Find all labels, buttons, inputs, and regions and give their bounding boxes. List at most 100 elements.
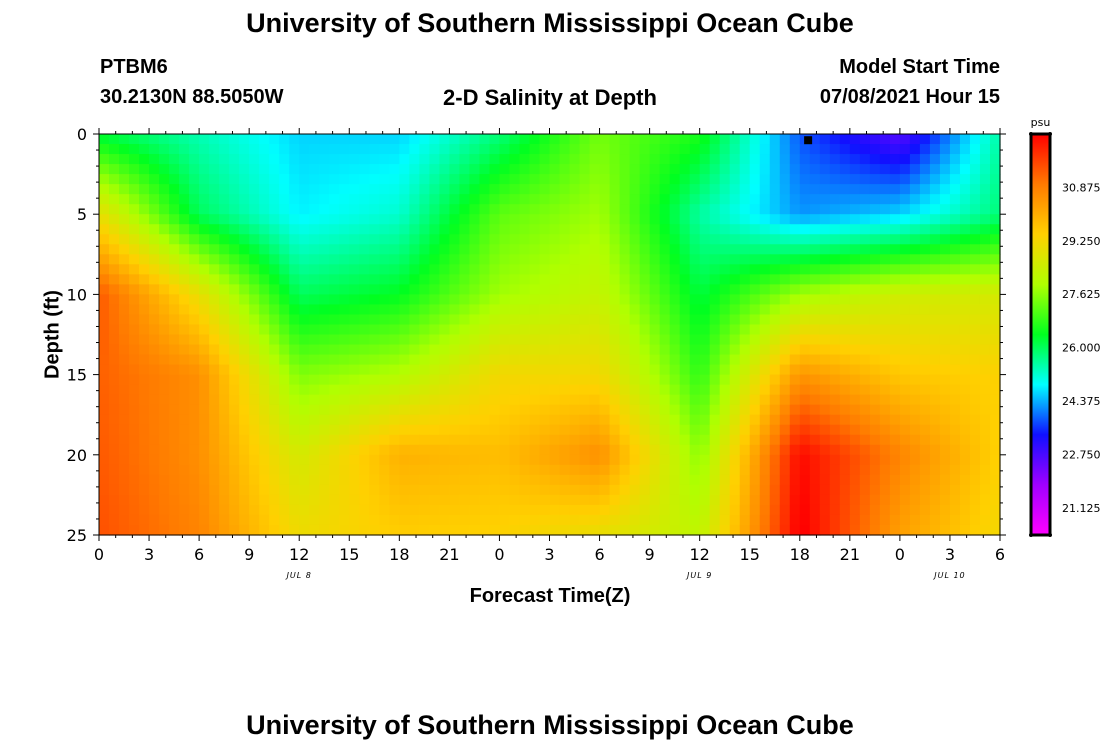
heatmap-cell — [459, 284, 471, 295]
heatmap-cell — [349, 484, 360, 496]
heatmap-cell — [149, 504, 160, 516]
heatmap-cell — [449, 394, 460, 406]
heatmap-cell — [989, 524, 1001, 536]
heatmap-cell — [549, 234, 561, 245]
heatmap-cell — [429, 194, 440, 205]
heatmap-cell — [509, 394, 521, 406]
heatmap-cell — [209, 434, 220, 446]
heatmap-cell — [769, 424, 781, 436]
heatmap-cell — [759, 214, 771, 225]
heatmap-cell — [649, 334, 661, 346]
heatmap-cell — [599, 304, 611, 316]
heatmap-cell — [559, 404, 571, 416]
heatmap-cell — [119, 374, 130, 386]
heatmap-cell — [509, 154, 521, 165]
heatmap-cell — [379, 244, 390, 255]
heatmap-cell — [309, 484, 320, 496]
heatmap-cell — [349, 404, 360, 416]
heatmap-cell — [759, 404, 771, 416]
heatmap-cell — [609, 204, 621, 215]
heatmap-cell — [799, 204, 811, 215]
heatmap-cell — [189, 364, 200, 376]
heatmap-cell — [629, 164, 641, 175]
heatmap-cell — [679, 144, 691, 155]
heatmap-cell — [799, 234, 811, 245]
heatmap-cell — [909, 354, 921, 366]
heatmap-cell — [909, 374, 921, 386]
heatmap-cell — [919, 494, 931, 506]
heatmap-cell — [959, 354, 971, 366]
heatmap-cell — [919, 294, 931, 306]
heatmap-cell — [179, 434, 190, 446]
heatmap-cell — [519, 224, 531, 235]
heatmap-cell — [609, 194, 621, 205]
heatmap-cell — [129, 204, 140, 215]
heatmap-cell — [669, 434, 681, 446]
heatmap-cell — [669, 354, 681, 366]
heatmap-cell — [589, 304, 601, 316]
heatmap-cell — [859, 504, 871, 516]
heatmap-cell — [739, 444, 751, 456]
heatmap-cell — [239, 484, 250, 496]
heatmap-cell — [829, 194, 841, 205]
heatmap-cell — [909, 274, 921, 285]
heatmap-cell — [319, 434, 330, 446]
heatmap-cell — [959, 344, 971, 356]
heatmap-cell — [869, 524, 881, 536]
heatmap-cell — [909, 194, 921, 205]
heatmap-cell — [709, 154, 721, 165]
heatmap-cell — [739, 424, 751, 436]
heatmap-cell — [949, 494, 961, 506]
heatmap-cell — [709, 414, 721, 426]
heatmap-cell — [969, 274, 981, 285]
heatmap-cell — [489, 434, 501, 446]
heatmap-cell — [449, 144, 460, 155]
heatmap-cell — [499, 274, 511, 285]
heatmap-cell — [759, 304, 771, 316]
heatmap-cell — [469, 214, 481, 225]
heatmap-cell — [709, 194, 721, 205]
heatmap-cell — [839, 514, 851, 526]
heatmap-cell — [129, 254, 140, 265]
heatmap-cell — [759, 144, 771, 155]
heatmap-cell — [509, 134, 521, 145]
heatmap-cell — [349, 154, 360, 165]
heatmap-cell — [579, 384, 591, 396]
heatmap-cell — [629, 224, 641, 235]
heatmap-cell — [819, 464, 831, 476]
heatmap-cell — [379, 234, 390, 245]
heatmap-cell — [939, 474, 951, 486]
heatmap-cell — [149, 304, 160, 316]
heatmap-cell — [729, 354, 741, 366]
heatmap-cell — [489, 294, 501, 306]
heatmap-cell — [209, 294, 220, 306]
heatmap-cell — [619, 304, 631, 316]
heatmap-cell — [709, 224, 721, 235]
heatmap-cell — [779, 184, 791, 195]
heatmap-cell — [949, 484, 961, 496]
heatmap-cell — [299, 284, 310, 295]
heatmap-cell — [419, 304, 430, 316]
heatmap-cell — [259, 134, 270, 145]
heatmap-cell — [569, 414, 581, 426]
heatmap-cell — [509, 184, 521, 195]
heatmap-cell — [309, 234, 320, 245]
heatmap-cell — [639, 194, 651, 205]
heatmap-cell — [919, 164, 931, 175]
heatmap-cell — [109, 434, 120, 446]
heatmap-cell — [819, 264, 831, 275]
heatmap-cell — [369, 414, 380, 426]
heatmap-cell — [909, 434, 921, 446]
heatmap-cell — [359, 344, 370, 356]
heatmap-cell — [429, 184, 440, 195]
heatmap-cell — [339, 454, 350, 466]
heatmap-cell — [749, 354, 761, 366]
heatmap-cell — [479, 474, 491, 486]
heatmap-cell — [659, 434, 671, 446]
heatmap-cell — [709, 284, 721, 295]
heatmap-cell — [819, 354, 831, 366]
heatmap-cell — [199, 484, 210, 496]
heatmap-cell — [929, 364, 941, 376]
heatmap-cell — [209, 494, 220, 506]
heatmap-cell — [99, 304, 110, 316]
